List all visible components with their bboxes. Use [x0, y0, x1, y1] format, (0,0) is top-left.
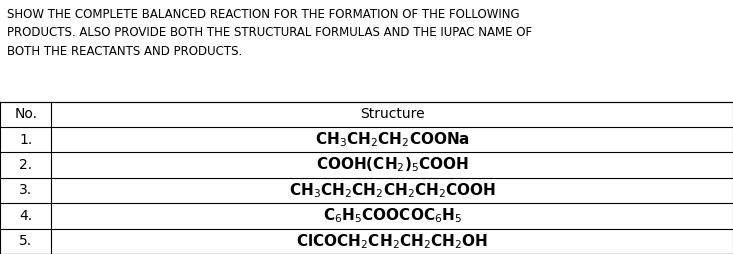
Text: CH$_3$CH$_2$CH$_2$COONa: CH$_3$CH$_2$CH$_2$COONa	[314, 130, 470, 149]
Text: No.: No.	[14, 107, 37, 121]
Text: 3.: 3.	[19, 183, 32, 198]
Text: 4.: 4.	[19, 209, 32, 223]
Text: SHOW THE COMPLETE BALANCED REACTION FOR THE FORMATION OF THE FOLLOWING
PRODUCTS.: SHOW THE COMPLETE BALANCED REACTION FOR …	[7, 8, 532, 58]
Text: C$_6$H$_5$COOCOC$_6$H$_5$: C$_6$H$_5$COOCOC$_6$H$_5$	[323, 207, 462, 225]
Text: Structure: Structure	[360, 107, 424, 121]
Text: CH$_3$CH$_2$CH$_2$CH$_2$CH$_2$COOH: CH$_3$CH$_2$CH$_2$CH$_2$CH$_2$COOH	[289, 181, 496, 200]
Text: 2.: 2.	[19, 158, 32, 172]
Text: 1.: 1.	[19, 133, 32, 147]
Text: 5.: 5.	[19, 234, 32, 248]
Text: ClCOCH$_2$CH$_2$CH$_2$CH$_2$OH: ClCOCH$_2$CH$_2$CH$_2$CH$_2$OH	[296, 232, 488, 251]
Text: COOH(CH$_2$)$_5$COOH: COOH(CH$_2$)$_5$COOH	[316, 156, 468, 174]
